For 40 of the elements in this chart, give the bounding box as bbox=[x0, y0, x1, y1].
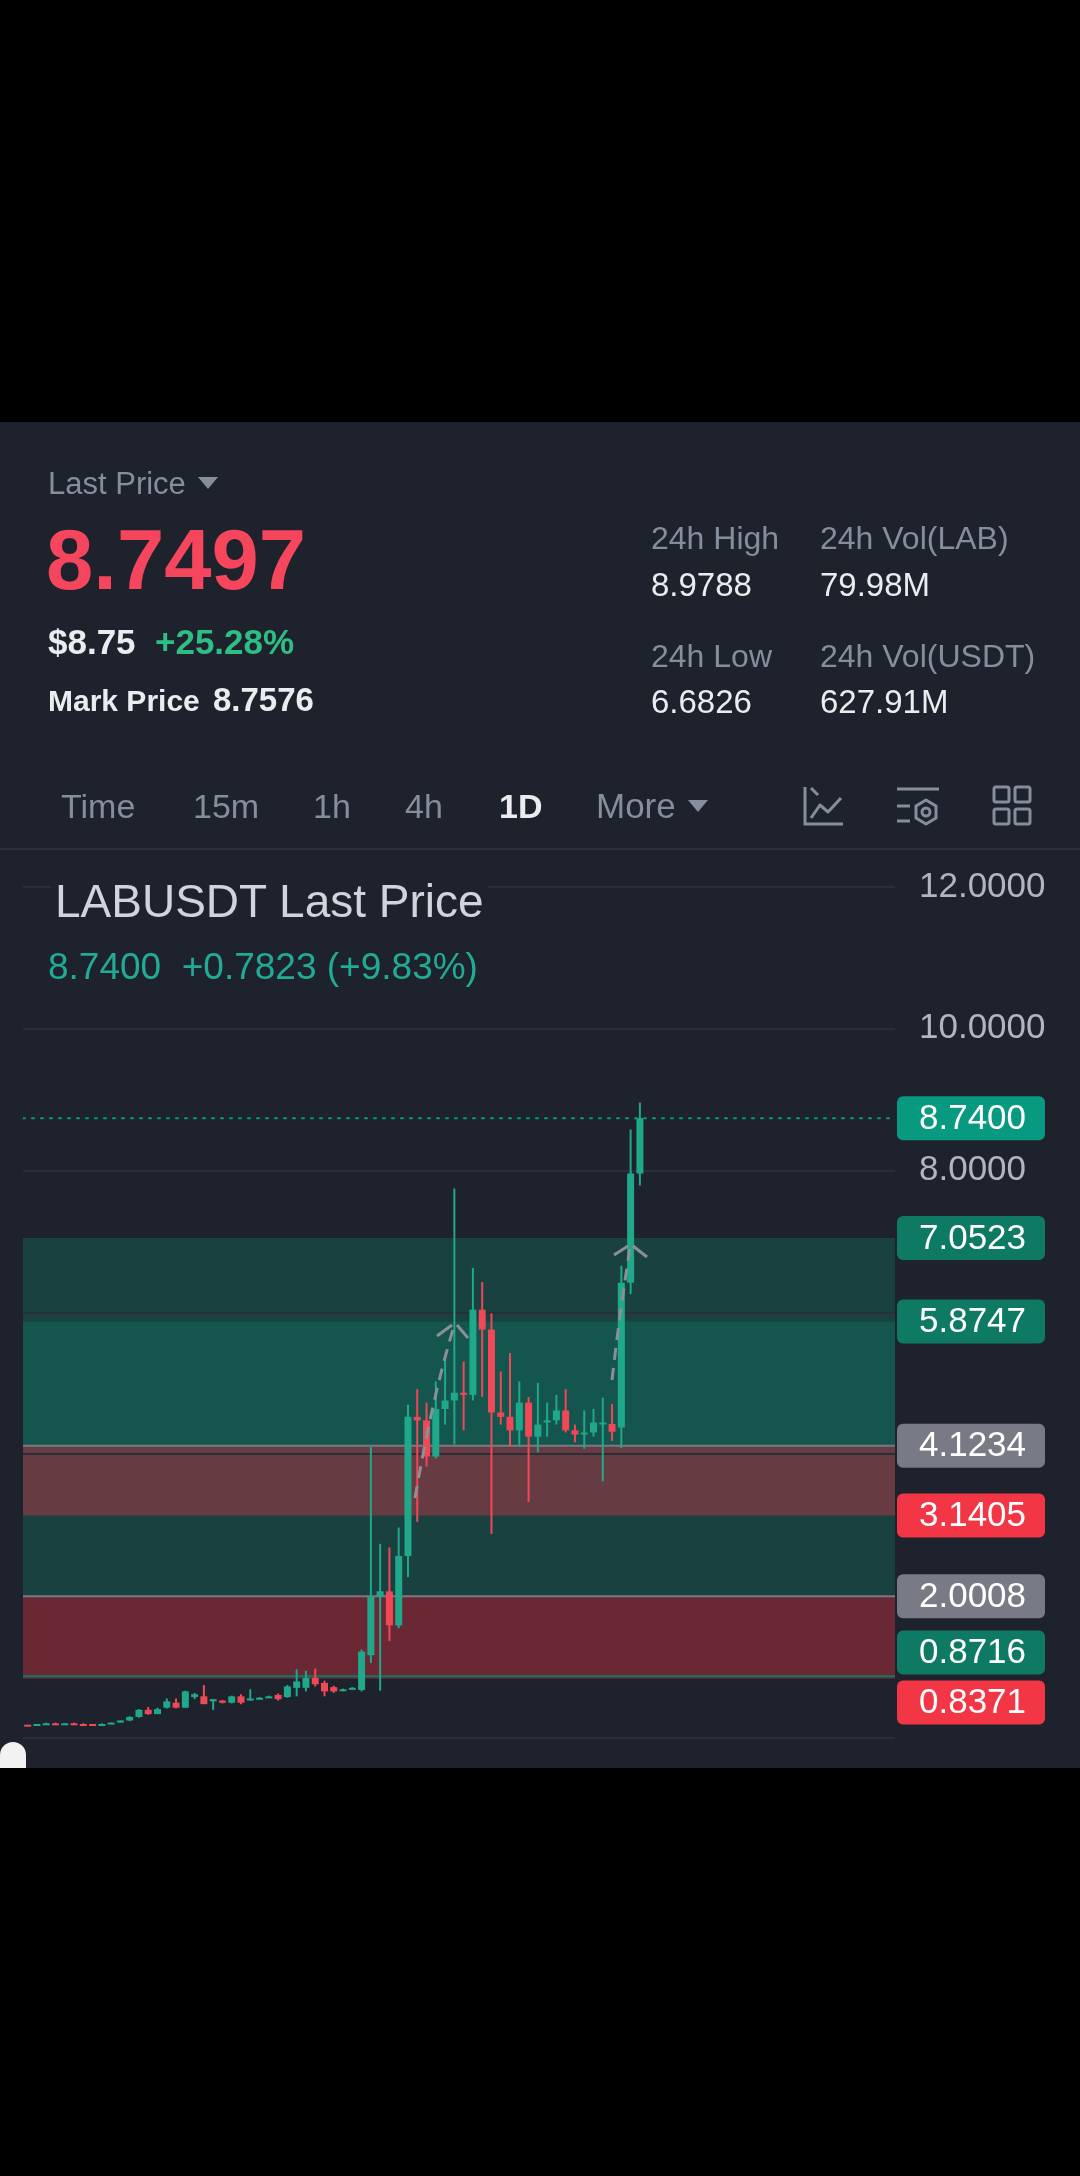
text: LABUSDT Last Price bbox=[51, 875, 488, 927]
text: 8.7576 bbox=[213, 681, 314, 719]
candlestick bbox=[460, 1361, 468, 1431]
ref-line-label: 8.7400 bbox=[919, 1096, 1027, 1136]
text: 1h bbox=[313, 787, 351, 826]
text: +25.28% bbox=[155, 622, 295, 662]
y-tick-label: 8.0000 bbox=[919, 1148, 1027, 1188]
text: More bbox=[596, 786, 676, 826]
text: Time bbox=[61, 787, 136, 826]
text: 8.9788 bbox=[651, 566, 752, 604]
text: 4h bbox=[405, 787, 443, 826]
y-tick-label: 12.0000 bbox=[919, 864, 1046, 904]
text: 8.7497 bbox=[46, 512, 306, 608]
text: Last Price bbox=[48, 465, 186, 501]
band-label: 5.8747 bbox=[919, 1300, 1027, 1340]
text: $8.75 bbox=[48, 622, 136, 662]
candlestick bbox=[497, 1371, 505, 1425]
text: 15m bbox=[193, 787, 260, 826]
candlestick bbox=[450, 1188, 458, 1445]
band-label: 0.8371 bbox=[919, 1681, 1027, 1721]
text: 6.6826 bbox=[651, 683, 752, 721]
candlestick bbox=[580, 1410, 588, 1449]
text: 24h Vol(LAB) bbox=[820, 519, 1009, 556]
text: 24h Vol(USDT) bbox=[820, 637, 1036, 674]
band-label: 7.0523 bbox=[919, 1216, 1027, 1256]
text: 24h Low bbox=[651, 637, 772, 674]
text: 79.98M bbox=[820, 566, 931, 604]
band-label: 3.1405 bbox=[919, 1494, 1027, 1534]
text: 24h High bbox=[651, 519, 780, 556]
text: 8.7400 +0.7823 (+9.83%) bbox=[48, 946, 478, 987]
ref-line-label: 2.0008 bbox=[919, 1574, 1027, 1614]
ref-line-label: 4.1234 bbox=[919, 1424, 1027, 1464]
text: 1D bbox=[499, 787, 543, 826]
text: 627.91M bbox=[820, 683, 949, 721]
candlestick bbox=[376, 1543, 384, 1691]
candlestick bbox=[599, 1397, 607, 1482]
y-tick-label: 10.0000 bbox=[919, 1006, 1046, 1046]
text: Mark Price bbox=[48, 683, 200, 717]
candlestick bbox=[543, 1402, 551, 1437]
ref-line-label: 0.8716 bbox=[919, 1631, 1027, 1671]
